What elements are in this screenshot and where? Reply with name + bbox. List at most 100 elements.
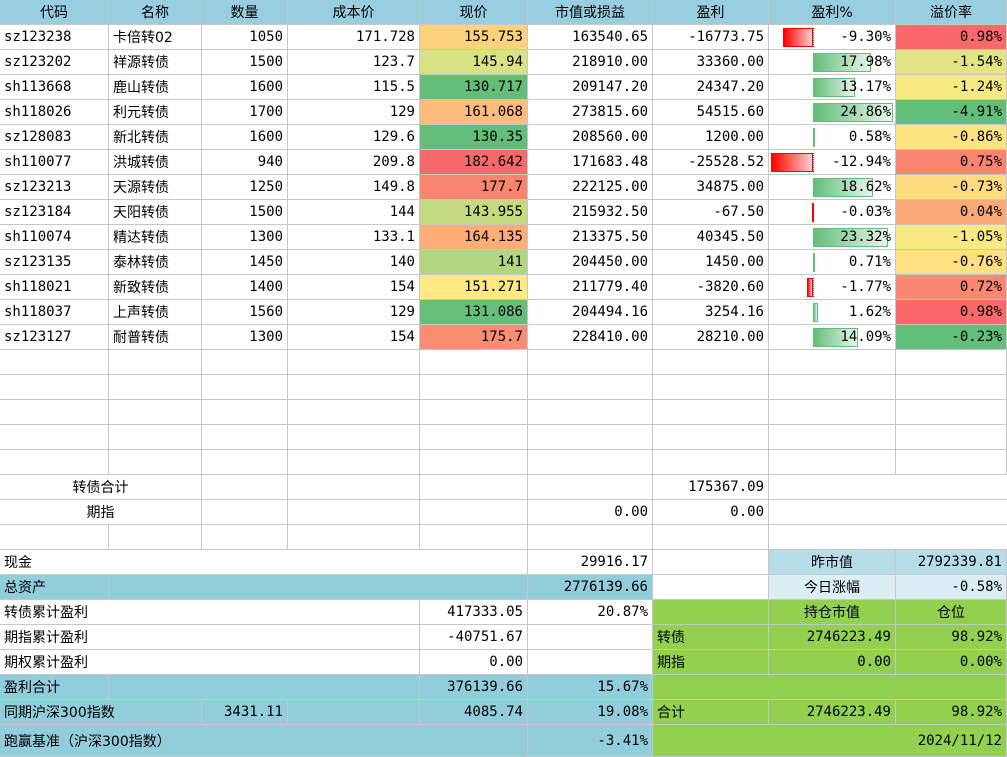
empty-cell[interactable]: [288, 525, 420, 550]
empty-cell[interactable]: [0, 350, 109, 375]
empty-cell[interactable]: [528, 375, 653, 400]
empty-cell[interactable]: [202, 525, 288, 550]
empty-cell[interactable]: [202, 475, 288, 500]
profit-cell[interactable]: 40345.50: [653, 225, 769, 250]
price-cell[interactable]: 164.135: [420, 225, 528, 250]
empty-cell[interactable]: [420, 425, 528, 450]
cost-cell[interactable]: 133.1: [288, 225, 420, 250]
profit-pct-cell[interactable]: -12.94%: [769, 150, 896, 175]
name-cell[interactable]: 上声转债: [109, 300, 202, 325]
price-cell[interactable]: 161.068: [420, 100, 528, 125]
name-cell[interactable]: 精达转债: [109, 225, 202, 250]
qty-cell[interactable]: 1600: [202, 75, 288, 100]
cost-cell[interactable]: 149.8: [288, 175, 420, 200]
empty-cell[interactable]: [420, 525, 528, 550]
name-cell[interactable]: 天源转债: [109, 175, 202, 200]
profit-cell[interactable]: -25528.52: [653, 150, 769, 175]
profit-cell[interactable]: 34875.00: [653, 175, 769, 200]
empty-cell[interactable]: [653, 525, 769, 550]
empty-cell[interactable]: [288, 400, 420, 425]
empty-cell[interactable]: [528, 525, 653, 550]
empty-cell[interactable]: [288, 700, 420, 725]
price-cell[interactable]: 175.7: [420, 325, 528, 350]
name-cell[interactable]: 洪城转债: [109, 150, 202, 175]
premium-cell[interactable]: -0.76%: [896, 250, 1007, 275]
cost-cell[interactable]: 144: [288, 200, 420, 225]
price-cell[interactable]: 131.086: [420, 300, 528, 325]
market-value-cell[interactable]: 209147.20: [528, 75, 653, 100]
empty-cell[interactable]: [202, 450, 288, 475]
profit-pct-cell[interactable]: 23.32%: [769, 225, 896, 250]
empty-cell[interactable]: [896, 350, 1007, 375]
code-cell[interactable]: sh110074: [0, 225, 109, 250]
empty-cell[interactable]: [653, 350, 769, 375]
hs300-now[interactable]: 4085.74: [420, 700, 528, 725]
market-value-cell[interactable]: 171683.48: [528, 150, 653, 175]
profit-pct-cell[interactable]: 18.62%: [769, 175, 896, 200]
empty-cell[interactable]: [288, 375, 420, 400]
empty-cell[interactable]: [109, 350, 202, 375]
sum-position[interactable]: 98.92%: [896, 700, 1007, 725]
cost-cell[interactable]: 129.6: [288, 125, 420, 150]
market-value-cell[interactable]: 215932.50: [528, 200, 653, 225]
premium-cell[interactable]: 0.75%: [896, 150, 1007, 175]
empty-cell[interactable]: [769, 400, 896, 425]
report-date[interactable]: 2024/11/12: [653, 725, 1007, 757]
empty-cell[interactable]: [109, 525, 202, 550]
empty-cell[interactable]: [202, 500, 288, 525]
cost-cell[interactable]: 115.5: [288, 75, 420, 100]
benchmark-label[interactable]: 跑赢基准（沪深300指数）: [0, 725, 528, 757]
empty-cell[interactable]: [109, 675, 420, 700]
profit-pct-cell[interactable]: 1.62%: [769, 300, 896, 325]
empty-cell[interactable]: [528, 450, 653, 475]
profit-pct-cell[interactable]: -9.30%: [769, 25, 896, 50]
price-cell[interactable]: 182.642: [420, 150, 528, 175]
empty-cell[interactable]: [288, 425, 420, 450]
qty-cell[interactable]: 1400: [202, 275, 288, 300]
empty-cell[interactable]: [109, 375, 202, 400]
empty-cell[interactable]: [202, 350, 288, 375]
profit-pct-cell[interactable]: -1.77%: [769, 275, 896, 300]
qty-cell[interactable]: 1450: [202, 250, 288, 275]
premium-cell[interactable]: 0.98%: [896, 25, 1007, 50]
qty-cell[interactable]: 1560: [202, 300, 288, 325]
qty-cell[interactable]: 1300: [202, 325, 288, 350]
empty-cell[interactable]: [769, 450, 896, 475]
fut-cum-profit-value[interactable]: -40751.67: [420, 625, 528, 650]
empty-cell[interactable]: [896, 450, 1007, 475]
price-cell[interactable]: 155.753: [420, 25, 528, 50]
empty-cell[interactable]: [420, 375, 528, 400]
price-cell[interactable]: 141: [420, 250, 528, 275]
profit-pct-cell[interactable]: 13.17%: [769, 75, 896, 100]
code-cell[interactable]: sh118021: [0, 275, 109, 300]
qty-cell[interactable]: 1600: [202, 125, 288, 150]
empty-cell[interactable]: [653, 375, 769, 400]
code-cell[interactable]: sh118026: [0, 100, 109, 125]
code-cell[interactable]: sz128083: [0, 125, 109, 150]
name-cell[interactable]: 鹿山转债: [109, 75, 202, 100]
pl-total-value[interactable]: 376139.66: [420, 675, 528, 700]
premium-cell[interactable]: -1.24%: [896, 75, 1007, 100]
premium-cell[interactable]: 0.04%: [896, 200, 1007, 225]
code-cell[interactable]: sz123184: [0, 200, 109, 225]
cost-cell[interactable]: 123.7: [288, 50, 420, 75]
cb-cum-profit-pct[interactable]: 20.87%: [528, 600, 653, 625]
fut-row-label[interactable]: 期指: [653, 650, 769, 675]
cost-cell[interactable]: 209.8: [288, 150, 420, 175]
total-assets-value[interactable]: 2776139.66: [528, 575, 653, 600]
name-cell[interactable]: 新北转债: [109, 125, 202, 150]
cash-value[interactable]: 29916.17: [528, 550, 653, 575]
premium-cell[interactable]: -1.05%: [896, 225, 1007, 250]
empty-cell[interactable]: [653, 425, 769, 450]
cost-cell[interactable]: 154: [288, 275, 420, 300]
header-qty[interactable]: 数量: [202, 0, 288, 25]
qty-cell[interactable]: 1700: [202, 100, 288, 125]
premium-cell[interactable]: -4.91%: [896, 100, 1007, 125]
yesterday-mv-value[interactable]: 2792339.81: [896, 550, 1007, 575]
empty-cell[interactable]: [288, 500, 420, 525]
profit-cell[interactable]: 28210.00: [653, 325, 769, 350]
header-mv[interactable]: 市值或损益: [528, 0, 653, 25]
empty-cell[interactable]: [109, 575, 528, 600]
header-code[interactable]: 代码: [0, 0, 109, 25]
yesterday-mv-label[interactable]: 昨市值: [769, 550, 896, 575]
